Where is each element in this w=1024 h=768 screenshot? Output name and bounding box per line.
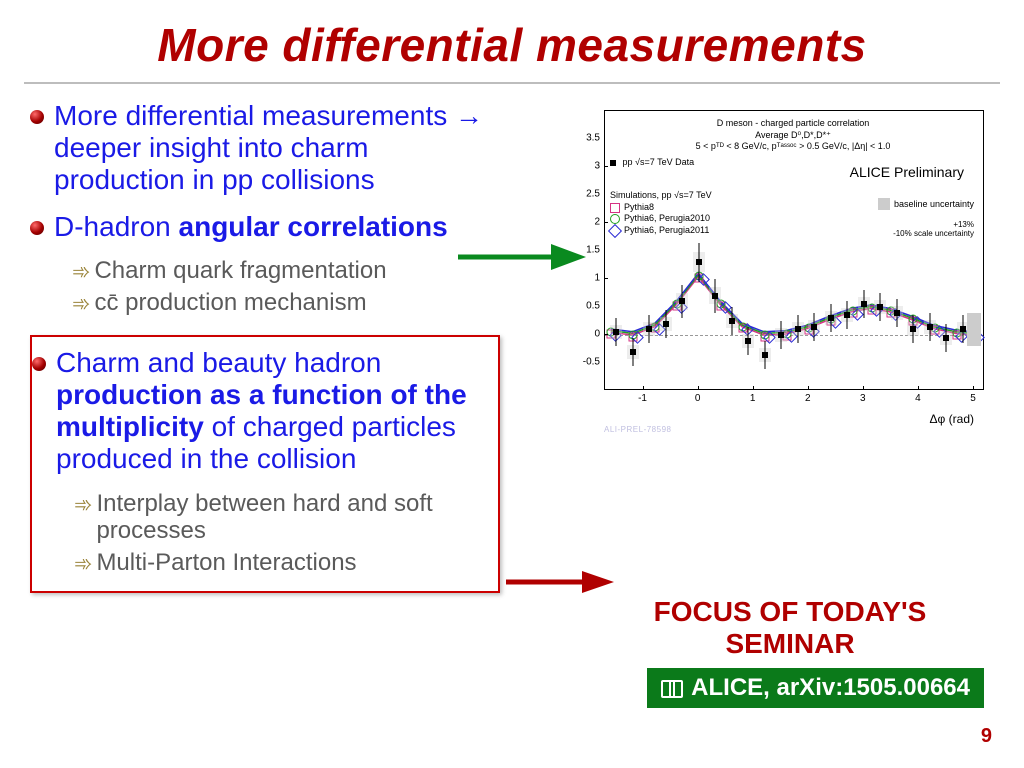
bullet-text: More differential measurements → deeper … bbox=[54, 100, 500, 197]
legend-row: Pythia6, Perugia2011 bbox=[610, 225, 712, 237]
data-point bbox=[861, 301, 867, 307]
data-point bbox=[844, 312, 850, 318]
bullet-item: Charm and beauty hadron production as a … bbox=[32, 347, 488, 476]
bullet-item: D-hadron angular correlations bbox=[30, 211, 500, 243]
title-divider bbox=[24, 82, 1000, 84]
x-tick-label: 1 bbox=[750, 393, 756, 404]
y-tick-label: 0 bbox=[582, 329, 600, 340]
book-icon bbox=[661, 680, 683, 696]
correlation-chart: 1/Nᴰ dN/dΔφ − baseline (rad⁻¹) D meson -… bbox=[534, 100, 994, 430]
data-point bbox=[778, 332, 784, 338]
data-point bbox=[943, 335, 949, 341]
y-tick-label: 2.5 bbox=[582, 189, 600, 200]
data-point bbox=[679, 298, 685, 304]
data-point bbox=[960, 326, 966, 332]
bullet-dot-icon bbox=[32, 357, 46, 371]
sub-bullet: ➾cc̄ production mechanism bbox=[72, 289, 500, 317]
data-point bbox=[613, 329, 619, 335]
sub-bullet-arrow-icon: ➾ bbox=[72, 291, 90, 317]
data-point bbox=[712, 293, 718, 299]
y-tick-label: 3.5 bbox=[582, 133, 600, 144]
data-point bbox=[877, 304, 883, 310]
y-tick-label: 0.5 bbox=[582, 301, 600, 312]
simulation-legend: Simulations, pp √s=7 TeVPythia8Pythia6, … bbox=[610, 190, 712, 237]
bullet-text: Charm and beauty hadron production as a … bbox=[56, 347, 488, 476]
bullet-text: D-hadron angular correlations bbox=[54, 211, 448, 243]
slide-title: More differential measurements bbox=[0, 18, 1024, 72]
page-number: 9 bbox=[981, 725, 992, 748]
x-tick-label: 2 bbox=[805, 393, 811, 404]
data-point bbox=[696, 259, 702, 265]
sub-bullet-arrow-icon: ➾ bbox=[74, 551, 92, 577]
x-tick-label: 5 bbox=[970, 393, 976, 404]
data-point bbox=[745, 338, 751, 344]
y-tick-label: 2 bbox=[582, 217, 600, 228]
sub-bullet: ➾Charm quark fragmentation bbox=[72, 257, 500, 285]
data-point bbox=[646, 326, 652, 332]
reference-badge: ALICE, arXiv:1505.00664 bbox=[647, 668, 984, 708]
x-tick-label: -1 bbox=[638, 393, 647, 404]
y-tick-label: -0.5 bbox=[582, 357, 600, 368]
sub-bullet-arrow-icon: ➾ bbox=[72, 259, 90, 285]
x-tick-label: 3 bbox=[860, 393, 866, 404]
chart-header-text: D meson - charged particle correlation A… bbox=[610, 118, 976, 169]
plot-watermark: ALI-PREL-78598 bbox=[604, 425, 671, 434]
baseline-uncertainty-legend: baseline uncertainty bbox=[878, 198, 974, 210]
data-point bbox=[927, 324, 933, 330]
x-tick-label: 4 bbox=[915, 393, 921, 404]
bullet-item: More differential measurements → deeper … bbox=[30, 100, 500, 197]
scale-uncertainty-label: +13% -10% scale uncertainty bbox=[893, 220, 974, 238]
legend-row: Pythia8 bbox=[610, 202, 712, 214]
sub-bullet-arrow-icon: ➾ bbox=[74, 492, 92, 518]
sub-bullet-text: Multi-Parton Interactions bbox=[96, 549, 356, 577]
legend-row: Pythia6, Perugia2010 bbox=[610, 213, 712, 225]
sub-bullet-text: Charm quark fragmentation bbox=[94, 257, 386, 285]
focus-label: FOCUS OF TODAY'S SEMINAR bbox=[600, 596, 980, 660]
data-point bbox=[663, 321, 669, 327]
bullet-dot-icon bbox=[30, 221, 44, 235]
x-axis-label: Δφ (rad) bbox=[930, 412, 974, 426]
y-tick-label: 1 bbox=[582, 273, 600, 284]
data-point bbox=[894, 310, 900, 316]
x-tick-label: 0 bbox=[695, 393, 701, 404]
y-tick-label: 3 bbox=[582, 161, 600, 172]
data-point bbox=[811, 324, 817, 330]
data-point bbox=[795, 326, 801, 332]
sub-bullet-text: cc̄ production mechanism bbox=[94, 289, 366, 317]
data-point bbox=[762, 352, 768, 358]
content-column: More differential measurements → deeper … bbox=[30, 100, 500, 593]
bullet-dot-icon bbox=[30, 110, 44, 124]
data-point bbox=[828, 315, 834, 321]
red-arrow-icon bbox=[504, 568, 614, 596]
data-point bbox=[729, 318, 735, 324]
alice-preliminary-label: ALICE Preliminary bbox=[850, 164, 964, 180]
green-arrow-icon bbox=[456, 240, 586, 274]
data-point bbox=[910, 326, 916, 332]
sub-bullet-text: Interplay between hard and soft processe… bbox=[96, 490, 488, 545]
sub-bullet: ➾Multi-Parton Interactions bbox=[74, 549, 488, 577]
sub-bullet: ➾Interplay between hard and soft process… bbox=[74, 490, 488, 545]
data-point bbox=[630, 349, 636, 355]
